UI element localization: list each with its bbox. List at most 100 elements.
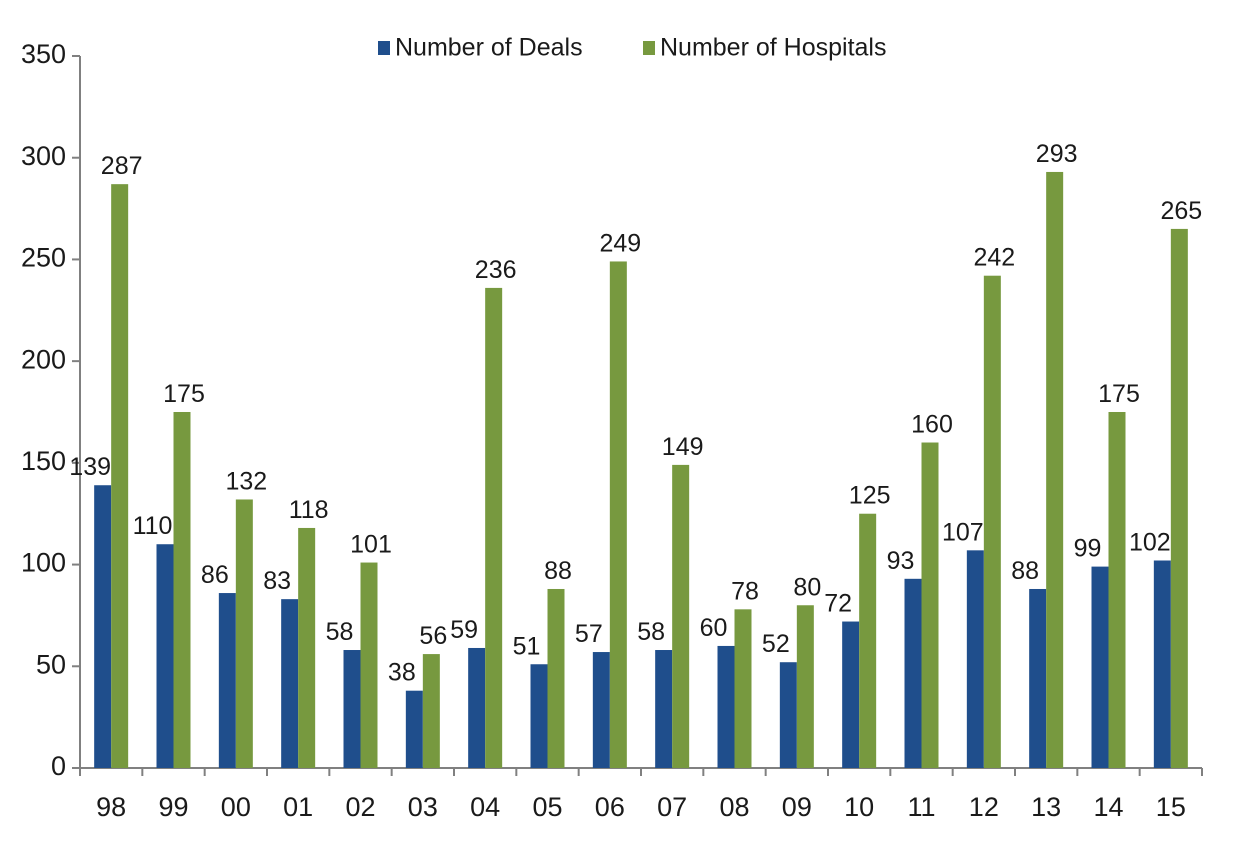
data-labels: 139 110 86 83 58 38 59 51 57 58 60 52 72 93 107 88 99 102… [69, 140, 1202, 687]
bar-deals [530, 664, 548, 768]
legend-label: Number of Hospitals [660, 34, 886, 62]
x-tick-label: 13 [1031, 792, 1061, 822]
bar-hospitals [173, 412, 191, 768]
x-tick-label: 07 [657, 792, 687, 822]
x-tick-label: 14 [1093, 792, 1123, 822]
data-label-deals: 83 [263, 567, 291, 595]
data-label-deals: 86 [201, 561, 229, 589]
data-label-deals: 60 [700, 614, 728, 642]
x-tick-label: 09 [782, 792, 812, 822]
bar-deals [592, 652, 610, 768]
data-label-deals: 102 [1129, 529, 1171, 557]
data-label-deals: 107 [942, 518, 984, 546]
y-tick-label: 0 [51, 751, 66, 781]
data-label-hospitals: 287 [101, 152, 143, 180]
data-label-hospitals: 265 [1160, 197, 1202, 225]
data-label-hospitals: 149 [662, 433, 704, 461]
data-label-deals: 88 [1011, 557, 1039, 585]
data-label-hospitals: 101 [350, 531, 392, 559]
bar-hospitals [1108, 412, 1126, 768]
data-label-deals: 58 [326, 618, 354, 646]
axes: 0 50 100 150 200 250 300 350 98 99 00 01 02 03 04 05 06 0… [21, 39, 1203, 822]
bar-deals [717, 645, 735, 768]
data-label-hospitals: 132 [225, 467, 267, 495]
data-label-hospitals: 236 [475, 256, 517, 284]
data-label-hospitals: 242 [973, 244, 1015, 272]
data-label-deals: 139 [69, 453, 111, 481]
bar-deals [779, 662, 797, 768]
x-tick-label: 10 [844, 792, 874, 822]
bar-hospitals [921, 442, 939, 768]
data-label-hospitals: 293 [1036, 140, 1078, 168]
bar-hospitals [796, 605, 814, 768]
x-tick-label: 05 [532, 792, 562, 822]
data-label-hospitals: 175 [163, 380, 205, 408]
legend: Number of Deals Number of Hospitals [378, 34, 886, 62]
bar-hospitals [298, 527, 316, 768]
bar-deals [1091, 566, 1109, 768]
x-tick-label: 02 [345, 792, 375, 822]
bar-hospitals [360, 562, 378, 768]
y-tick-label: 150 [21, 446, 66, 476]
x-tick-label: 04 [470, 792, 500, 822]
y-tick-label: 350 [21, 39, 66, 69]
data-label-hospitals: 80 [793, 573, 821, 601]
bar-hospitals [672, 464, 690, 768]
data-label-hospitals: 249 [599, 229, 641, 257]
data-label-deals: 58 [637, 618, 665, 646]
bar-deals [343, 650, 361, 768]
x-tick-label: 99 [158, 792, 188, 822]
y-tick-label: 50 [36, 649, 66, 679]
bar-hospitals [859, 513, 877, 768]
data-label-hospitals: 78 [731, 577, 759, 605]
data-label-deals: 57 [575, 620, 603, 648]
bar-hospitals [1046, 171, 1064, 768]
bar-hospitals [1170, 228, 1188, 768]
data-label-deals: 93 [887, 547, 915, 575]
data-label-deals: 59 [450, 616, 478, 644]
bar-hospitals [422, 654, 440, 768]
x-tick-label: 11 [907, 792, 935, 822]
bar-hospitals [235, 499, 253, 768]
legend-label: Number of Deals [395, 34, 583, 62]
y-tick-label: 300 [21, 141, 66, 171]
bar-deals [904, 578, 922, 768]
bar-hospitals [983, 275, 1001, 768]
bar-hospitals [609, 261, 627, 768]
data-label-deals: 52 [762, 630, 790, 658]
bar-hospitals [734, 609, 752, 768]
data-label-deals: 38 [388, 659, 416, 687]
x-tick-label: 08 [719, 792, 749, 822]
data-label-deals: 99 [1074, 535, 1102, 563]
y-tick-label: 200 [21, 344, 66, 374]
legend-swatch [378, 41, 390, 55]
y-tick-label: 250 [21, 243, 66, 273]
legend-item-deals: Number of Deals [378, 34, 583, 62]
y-tick-label: 100 [21, 548, 66, 578]
bar-deals [842, 621, 860, 768]
x-tick-label: 03 [408, 792, 438, 822]
bar-deals [1029, 588, 1047, 768]
data-label-deals: 72 [824, 590, 852, 618]
data-label-deals: 51 [513, 632, 541, 660]
legend-item-hospitals: Number of Hospitals [643, 34, 886, 62]
bar-hospitals [485, 287, 503, 768]
x-tick-label: 15 [1156, 792, 1186, 822]
bars [94, 171, 1188, 768]
x-tick-label: 00 [221, 792, 251, 822]
bar-hospitals [111, 184, 129, 768]
data-label-hospitals: 160 [911, 411, 953, 439]
bar-deals [156, 544, 174, 768]
data-label-deals: 110 [133, 512, 173, 540]
bar-deals [468, 647, 486, 768]
x-tick-label: 98 [96, 792, 126, 822]
legend-swatch [643, 41, 655, 55]
bar-deals [655, 650, 673, 768]
bar-deals [1153, 560, 1171, 768]
x-tick-label: 12 [969, 792, 999, 822]
bar-deals [405, 690, 423, 768]
bar-deals [218, 593, 236, 768]
x-tick-label: 01 [283, 792, 313, 822]
